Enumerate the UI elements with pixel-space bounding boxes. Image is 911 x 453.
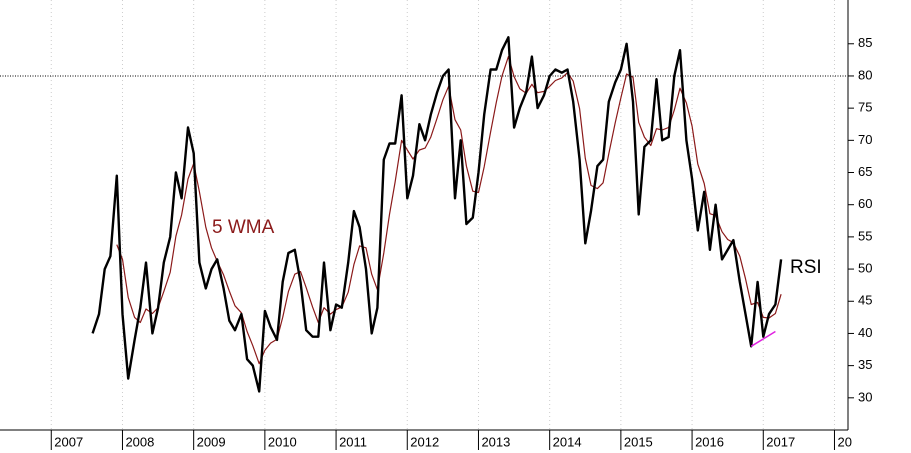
- x-tick-label: 2015: [624, 434, 653, 449]
- y-tick-label: 65: [858, 164, 872, 179]
- y-tick-label: 30: [858, 389, 872, 404]
- y-tick-label: 60: [858, 196, 872, 211]
- wma-label: 5 WMA: [212, 217, 275, 238]
- y-tick-label: 45: [858, 293, 872, 308]
- series-line: [91, 36, 783, 393]
- x-tick-label: 2014: [553, 434, 582, 449]
- x-tick-label: 2011: [339, 434, 367, 449]
- y-tick-label: 80: [858, 67, 872, 82]
- x-tick-label: 20: [837, 434, 851, 449]
- y-tick-label: 50: [858, 261, 872, 276]
- y-tick-label: 40: [858, 325, 872, 340]
- y-tick-label: 70: [858, 132, 872, 147]
- x-tick-label: 2012: [410, 434, 439, 449]
- x-tick-label: 2007: [54, 434, 83, 449]
- rsi-label: RSI: [790, 257, 822, 278]
- plot: 2007 2008 2009 2010 2011 2012 2013 2014 2015 2016…: [0, 0, 872, 450]
- series-line: [116, 56, 782, 365]
- x-tick-label: 2009: [197, 434, 226, 449]
- x-tick-label: 2010: [268, 434, 297, 449]
- trend-line: [750, 330, 776, 347]
- y-tick-label: 55: [858, 228, 872, 243]
- x-tick-label: 2013: [481, 434, 510, 449]
- x-tick-label: 2016: [695, 434, 724, 449]
- y-tick-label: 85: [858, 35, 872, 50]
- x-tick-label: 2008: [125, 434, 154, 449]
- x-tick-label: 2017: [766, 434, 795, 449]
- y-tick-label: 75: [858, 100, 872, 115]
- y-tick-label: 35: [858, 357, 872, 372]
